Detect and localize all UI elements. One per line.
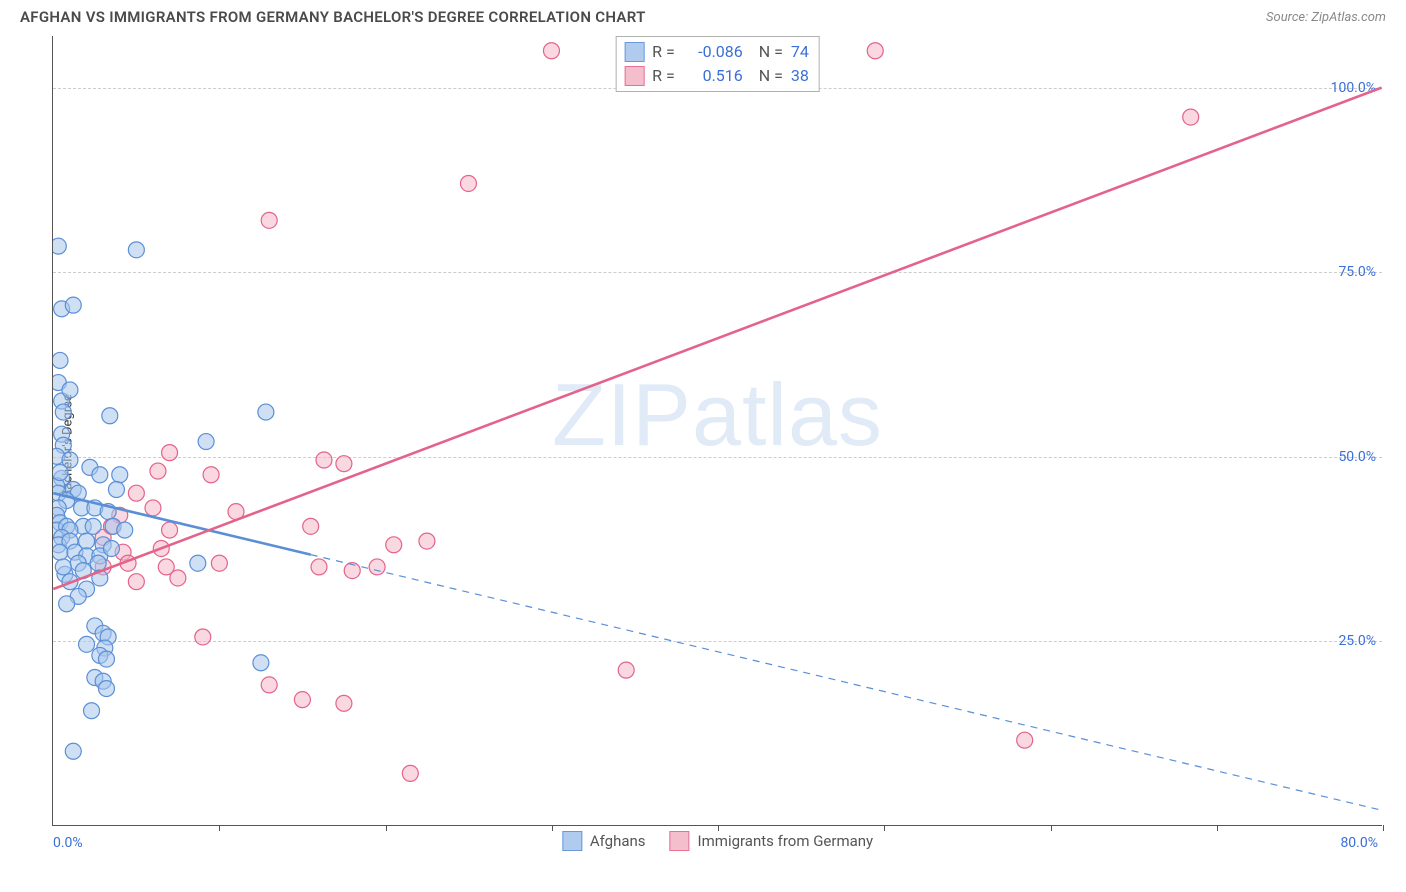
germany-point	[336, 695, 352, 711]
stat-n-label: N =	[751, 64, 783, 88]
swatch-afghans	[624, 42, 644, 62]
afghans-point	[59, 596, 75, 612]
germany-point	[261, 212, 277, 228]
x-tick	[884, 825, 885, 831]
germany-point	[460, 175, 476, 191]
correlation-stats-box: R = -0.086 N = 74 R = 0.516 N = 38	[615, 36, 820, 92]
germany-point	[369, 559, 385, 575]
germany-point	[618, 662, 634, 678]
x-axis-end-label: 80.0%	[1340, 835, 1378, 851]
germany-point	[162, 522, 178, 538]
legend-label-germany: Immigrants from Germany	[698, 832, 874, 850]
x-tick	[386, 825, 387, 831]
afghans-point	[85, 518, 101, 534]
afghans-point	[62, 382, 78, 398]
x-tick	[1383, 825, 1384, 831]
germany-point	[386, 537, 402, 553]
afghans-point	[98, 681, 114, 697]
stat-r-afghans: -0.086	[683, 40, 743, 64]
legend-label-afghans: Afghans	[590, 832, 646, 850]
germany-point	[294, 692, 310, 708]
afghans-point	[198, 434, 214, 450]
stat-r-germany: 0.516	[683, 64, 743, 88]
stat-r-label: R =	[652, 40, 675, 64]
afghans-point	[112, 467, 128, 483]
afghans-point	[55, 404, 71, 420]
scatter-svg	[53, 36, 1382, 825]
germany-point	[419, 533, 435, 549]
germany-point	[303, 518, 319, 534]
germany-point	[203, 467, 219, 483]
chart-title: AFGHAN VS IMMIGRANTS FROM GERMANY BACHEL…	[20, 8, 646, 26]
germany-point	[170, 570, 186, 586]
source-attribution: Source: ZipAtlas.com	[1266, 10, 1386, 25]
afghans-point	[117, 522, 133, 538]
afghans-point	[84, 703, 100, 719]
x-tick	[1217, 825, 1218, 831]
plot-area: ZIPatlas 25.0%50.0%75.0%100.0% R = -0.08…	[52, 36, 1382, 826]
x-tick	[219, 825, 220, 831]
afghans-point	[98, 651, 114, 667]
swatch-afghans-icon	[562, 831, 582, 851]
afghans-trendline-extrapolated	[311, 555, 1382, 811]
swatch-germany	[624, 66, 644, 86]
afghans-point	[53, 544, 68, 560]
afghans-point	[53, 465, 68, 481]
germany-trendline	[53, 88, 1381, 589]
germany-point	[543, 43, 559, 59]
afghans-point	[53, 352, 68, 368]
stats-row-afghans: R = -0.086 N = 74	[624, 40, 809, 64]
germany-point	[211, 555, 227, 571]
afghans-point	[190, 555, 206, 571]
x-tick	[552, 825, 553, 831]
legend-item-germany: Immigrants from Germany	[670, 831, 874, 851]
legend: Afghans Immigrants from Germany	[562, 831, 873, 851]
germany-point	[162, 445, 178, 461]
x-axis-start-label: 0.0%	[53, 835, 83, 851]
germany-point	[402, 765, 418, 781]
stat-r-label: R =	[652, 64, 675, 88]
afghans-point	[253, 655, 269, 671]
afghans-point	[108, 482, 124, 498]
stats-row-germany: R = 0.516 N = 38	[624, 64, 809, 88]
afghans-point	[102, 408, 118, 424]
germany-point	[316, 452, 332, 468]
stat-n-label: N =	[751, 40, 783, 64]
afghans-point	[258, 404, 274, 420]
stat-n-germany: 38	[791, 64, 809, 88]
stat-n-afghans: 74	[791, 40, 809, 64]
swatch-germany-icon	[670, 831, 690, 851]
germany-point	[128, 574, 144, 590]
germany-point	[128, 485, 144, 501]
germany-point	[1017, 732, 1033, 748]
afghans-point	[65, 743, 81, 759]
germany-point	[1183, 109, 1199, 125]
germany-point	[867, 43, 883, 59]
legend-item-afghans: Afghans	[562, 831, 646, 851]
afghans-point	[55, 559, 71, 575]
afghans-point	[103, 540, 119, 556]
afghans-point	[53, 238, 66, 254]
afghans-point	[65, 297, 81, 313]
afghans-point	[128, 242, 144, 258]
x-tick	[1051, 825, 1052, 831]
germany-point	[150, 463, 166, 479]
germany-point	[145, 500, 161, 516]
afghans-point	[79, 636, 95, 652]
germany-point	[261, 677, 277, 693]
germany-point	[311, 559, 327, 575]
afghans-point	[92, 467, 108, 483]
germany-point	[336, 456, 352, 472]
germany-point	[195, 629, 211, 645]
